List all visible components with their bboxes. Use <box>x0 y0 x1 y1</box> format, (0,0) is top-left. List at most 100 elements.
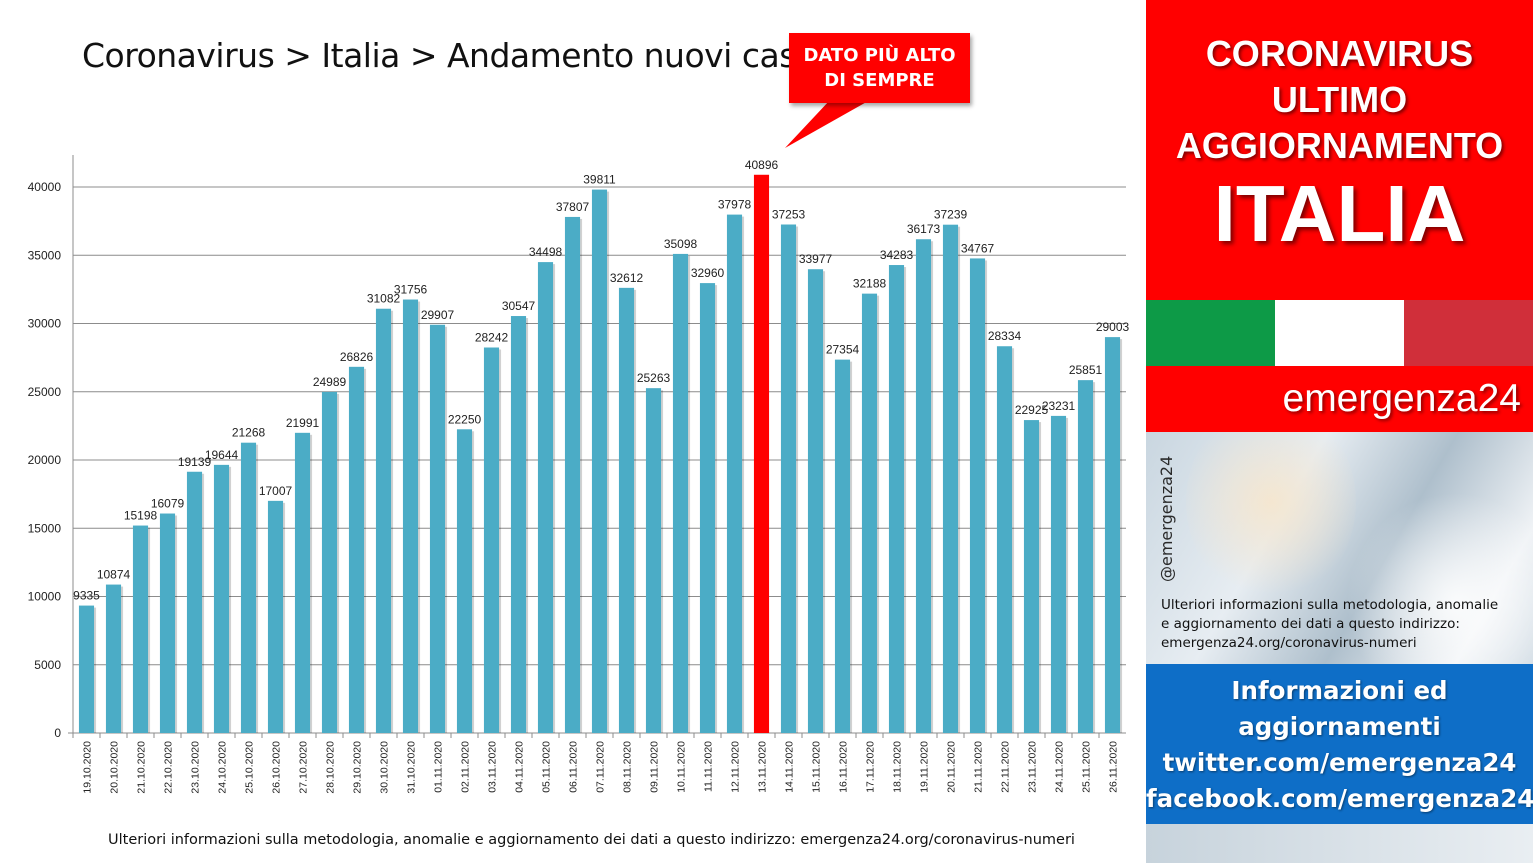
x-tick-label: 16.11.2020 <box>838 741 850 793</box>
bar-value-label: 16079 <box>151 497 185 511</box>
x-tick-label: 13.11.2020 <box>757 741 769 793</box>
x-tick-label: 25.11.2020 <box>1081 741 1093 793</box>
bar-value-label: 32188 <box>853 277 887 291</box>
bar <box>1077 380 1094 733</box>
bar <box>564 216 581 733</box>
methodology-note: Ulteriori informazioni sulla metodologia… <box>108 832 1075 848</box>
x-tick-label: 01.11.2020 <box>433 741 445 793</box>
header-country: ITALIA <box>1213 169 1466 258</box>
x-tick-label: 09.11.2020 <box>649 741 661 793</box>
bar <box>348 366 365 733</box>
flag-white-stripe <box>1275 300 1404 366</box>
bar <box>105 584 122 733</box>
bar-value-label: 25851 <box>1069 363 1103 377</box>
y-tick-label: 15000 <box>28 521 62 535</box>
bar-value-label: 28242 <box>475 330 509 344</box>
x-tick-label: 27.10.2020 <box>298 741 310 794</box>
x-tick-label: 24.11.2020 <box>1054 741 1066 793</box>
bar-value-label: 37978 <box>718 198 752 212</box>
bar-value-label: 19644 <box>205 448 239 462</box>
bar-value-label: 21991 <box>286 416 320 430</box>
x-tick-label: 19.11.2020 <box>919 741 931 793</box>
bar-value-label: 34283 <box>880 248 914 262</box>
x-tick-label: 31.10.2020 <box>406 741 418 794</box>
bar <box>915 239 932 733</box>
x-tick-label: 11.11.2020 <box>703 741 715 792</box>
bar <box>159 513 176 733</box>
bar-value-label: 24989 <box>313 375 347 389</box>
x-tick-label: 02.11.2020 <box>460 741 472 793</box>
x-tick-label: 20.11.2020 <box>946 741 958 793</box>
bar <box>375 308 392 733</box>
bar <box>321 391 338 733</box>
x-tick-label: 18.11.2020 <box>892 741 904 793</box>
bar-value-label: 31756 <box>394 283 428 297</box>
bar <box>942 224 959 733</box>
flag-red-stripe <box>1404 300 1533 366</box>
bar-value-label: 33977 <box>799 252 833 266</box>
facebook-link[interactable]: facebook.com/emergenza24 <box>1146 784 1533 813</box>
x-tick-label: 29.10.2020 <box>352 741 364 794</box>
bar <box>186 471 203 733</box>
bar <box>78 605 95 733</box>
y-tick-label: 40000 <box>28 180 62 194</box>
x-tick-label: 23.11.2020 <box>1027 741 1039 793</box>
page-title: Coronavirus > Italia > Andamento nuovi c… <box>82 36 805 75</box>
x-tick-label: 22.11.2020 <box>1000 741 1012 793</box>
bar <box>294 432 311 733</box>
background-image: @emergenza24 Ulteriori informazioni sull… <box>1146 432 1533 664</box>
bar <box>699 283 716 733</box>
x-tick-label: 08.11.2020 <box>622 741 634 793</box>
bar <box>1104 337 1121 733</box>
y-tick-label: 20000 <box>28 453 62 467</box>
header-line-2: ULTIMO <box>1271 79 1408 120</box>
bar-value-label: 37239 <box>934 208 968 222</box>
bar <box>969 258 986 733</box>
bar <box>618 287 635 733</box>
header-line-1: CORONAVIRUS <box>1205 33 1474 74</box>
bar-value-label: 19139 <box>178 455 212 469</box>
bar-value-label: 27354 <box>826 343 860 357</box>
bar <box>213 464 230 733</box>
x-tick-label: 19.10.2020 <box>82 741 94 794</box>
bar-value-label: 32612 <box>610 271 644 285</box>
y-tick-label: 10000 <box>28 590 62 604</box>
bar-value-label: 34767 <box>961 241 995 255</box>
x-tick-label: 17.11.2020 <box>865 741 877 793</box>
x-tick-label: 04.11.2020 <box>514 741 526 793</box>
bar-value-label: 35098 <box>664 237 698 251</box>
image-highlight <box>1186 432 1356 602</box>
info-line-2: e aggiornamento dei dati a questo indiri… <box>1161 616 1460 632</box>
bar <box>807 269 824 733</box>
bar <box>996 346 1013 733</box>
panel-footer-image <box>1146 824 1533 863</box>
x-tick-label: 30.10.2020 <box>379 741 391 794</box>
bar <box>672 253 689 733</box>
bar <box>1050 415 1067 733</box>
bar-value-label: 30547 <box>502 299 536 313</box>
bar-value-label: 9335 <box>73 589 100 603</box>
chart-area: Coronavirus > Italia > Andamento nuovi c… <box>27 33 1130 848</box>
info-line-1: Ulteriori informazioni sulla metodologia… <box>1161 597 1499 613</box>
bar <box>726 214 743 734</box>
bar-value-label: 36173 <box>907 222 941 236</box>
x-tick-label: 26.11.2020 <box>1108 741 1120 793</box>
social-links: Informazioni ed aggiornamenti twitter.co… <box>1146 664 1533 824</box>
info-line-3[interactable]: emergenza24.org/coronavirus-numeri <box>1161 635 1417 651</box>
bar-value-label: 17007 <box>259 484 293 498</box>
x-tick-label: 20.10.2020 <box>109 741 121 794</box>
bar-value-label: 28334 <box>988 329 1022 343</box>
y-tick-label: 5000 <box>34 658 61 672</box>
bar <box>888 265 905 733</box>
bar-value-label: 22925 <box>1015 403 1049 417</box>
highlight-bar <box>753 174 770 733</box>
bar <box>267 500 284 733</box>
y-tick-label: 30000 <box>28 317 62 331</box>
x-tick-label: 03.11.2020 <box>487 741 499 793</box>
side-header: CORONAVIRUS ULTIMO AGGIORNAMENTO ITALIA <box>1146 0 1533 300</box>
twitter-link[interactable]: twitter.com/emergenza24 <box>1162 748 1517 777</box>
bar-chart: 0 5000 10000 15000 20000 25000 30000 35000 40000… <box>28 155 1130 794</box>
callout-line-2: DI SEMPRE <box>824 70 935 91</box>
record-callout: DATO PIÙ ALTO DI SEMPRE <box>789 33 970 103</box>
y-tick-label: 25000 <box>28 385 62 399</box>
